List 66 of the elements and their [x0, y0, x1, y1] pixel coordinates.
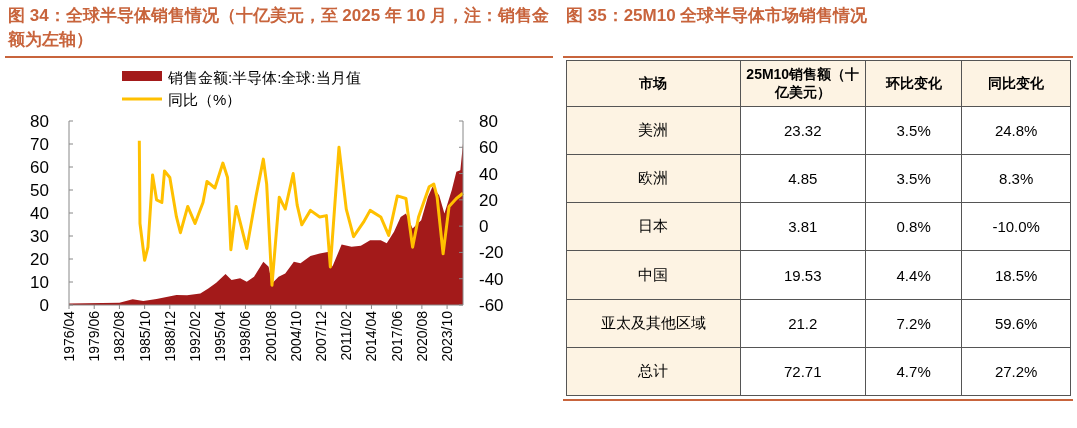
y-tick-label: 70	[30, 135, 49, 154]
y2-tick-label: -60	[479, 296, 504, 315]
text: 3.81	[788, 218, 818, 236]
text: 4.4%	[896, 266, 931, 284]
x-tick-label: 1995/04	[212, 310, 229, 362]
text: 图 35：25M10 全球半导体市场销售情况	[566, 5, 869, 27]
category-label: 亚太及其他区域	[600, 313, 706, 331]
y-tick-label: 40	[30, 204, 49, 223]
y2-tick-label: -20	[479, 243, 504, 263]
x-tick-label: 2023/10	[439, 310, 456, 362]
text: 21.2	[788, 314, 818, 332]
y-tick-label: 10	[30, 273, 49, 292]
category-label: 总计	[638, 361, 669, 379]
x-tick-label: 2004/10	[287, 310, 304, 362]
text: 0.8%	[896, 218, 931, 236]
text: 72.71	[783, 362, 822, 380]
x-tick-label: 1985/10	[136, 310, 153, 362]
y2-tick-label: 60	[479, 138, 498, 158]
text: 4.7%	[896, 362, 931, 380]
x-tick-label: 1976/04	[61, 310, 77, 362]
text: 24.8%	[994, 122, 1038, 140]
x-tick-label: 2020/08	[413, 310, 430, 362]
x-tick-label: 1988/12	[161, 310, 178, 362]
category-label: 日本	[638, 217, 669, 235]
text: 18.5%	[994, 266, 1038, 284]
category-label: 环比变化	[865, 60, 962, 107]
category-label: 市场	[566, 60, 741, 107]
text: 3.5%	[896, 170, 931, 188]
text: 19.53	[783, 266, 822, 284]
text: 59.6%	[994, 314, 1038, 332]
y2-tick-label: 20	[479, 190, 498, 210]
y-tick-label: 20	[30, 250, 49, 269]
category-label: 美洲	[638, 121, 669, 139]
y2-tick-label: -40	[479, 269, 504, 289]
x-tick-label: 1982/08	[111, 310, 128, 362]
y-tick-label: 80	[30, 112, 49, 131]
x-tick-label: 2017/06	[388, 310, 405, 362]
x-tick-label: 1998/06	[237, 310, 254, 362]
text: -10.0%	[992, 218, 1040, 236]
text: 7.2%	[896, 314, 931, 332]
chart-title: 图 34：全球半导体销售情况（十亿美元，至 2025 年 10 月，注：销售金额为左轴）	[8, 5, 551, 51]
y2-tick-label: 80	[479, 112, 498, 131]
y-tick-label: 50	[30, 181, 49, 200]
text: 23.32	[783, 122, 822, 140]
legend-label: 销售金额:半导体:全球:当月值	[167, 69, 361, 86]
x-tick-label: 2011/02	[338, 310, 355, 361]
x-tick-label: 1992/02	[187, 310, 204, 362]
text: 3.5%	[896, 122, 931, 140]
category-label: 同比变化	[961, 60, 1071, 107]
category-label: 25M10销售额（十亿美元）	[740, 60, 866, 107]
line-series	[137, 139, 465, 287]
x-tick-label: 2007/12	[313, 310, 330, 362]
y2-tick-label: 0	[479, 217, 489, 237]
y-tick-label: 0	[39, 296, 49, 315]
category-label: 欧洲	[638, 169, 669, 187]
y2-tick-label: 40	[479, 164, 498, 184]
text: 8.3%	[999, 170, 1034, 188]
text: 27.2%	[994, 362, 1038, 380]
text: 4.85	[788, 170, 818, 188]
category-label: 中国	[638, 265, 669, 283]
legend-label: 同比（%）	[168, 91, 242, 108]
x-tick-label: 2014/04	[363, 310, 380, 362]
y-tick-label: 30	[30, 227, 49, 246]
x-tick-label: 2001/08	[262, 310, 279, 362]
x-tick-label: 1979/06	[86, 310, 103, 362]
y-tick-label: 60	[30, 158, 49, 177]
